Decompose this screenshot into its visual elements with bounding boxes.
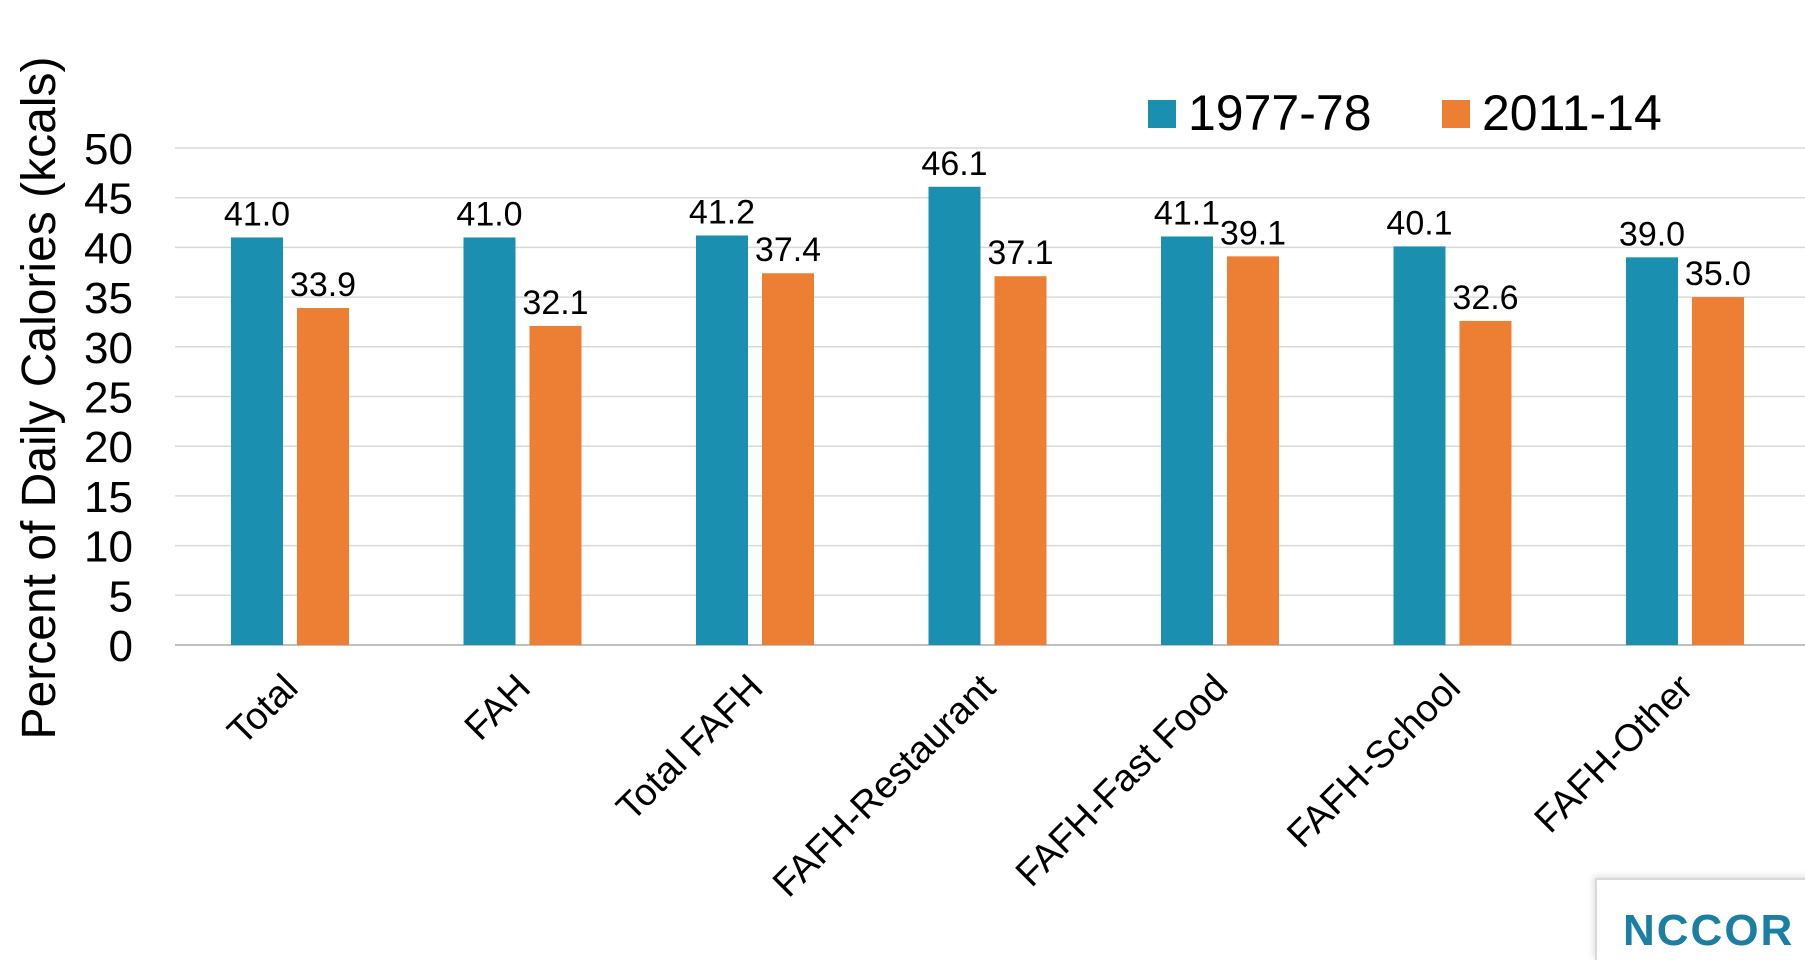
y-tick-label: 20 [84, 423, 133, 472]
data-label: 39.1 [1220, 214, 1286, 252]
bar-2011-14 [1227, 256, 1279, 645]
bar-chart: Percent of Daily Calories (kcals) 051015… [13, 57, 1805, 905]
gridlines [175, 147, 1805, 646]
data-label: 46.1 [921, 145, 987, 183]
y-tick-label: 40 [84, 224, 133, 273]
bar-1977-78 [1393, 246, 1446, 645]
y-tick-label: 45 [84, 175, 133, 224]
data-label: 32.1 [522, 284, 588, 322]
y-tick-label: 5 [109, 572, 133, 621]
legend-swatch [1148, 100, 1176, 128]
data-label: 35.0 [1685, 255, 1751, 293]
x-tick-label: Total FAFH [609, 667, 772, 830]
bar-2011-14 [529, 325, 582, 645]
x-tick-label: FAFH-School [1279, 667, 1468, 856]
bar-1977-78 [1626, 257, 1678, 645]
bar-1977-78 [231, 237, 283, 645]
y-tick-label: 10 [84, 523, 133, 572]
x-tick-label: FAH [457, 667, 539, 749]
logo-text: NCCOR [1623, 906, 1795, 955]
bar-1977-78 [463, 237, 516, 645]
legend-label: 2011-14 [1482, 85, 1662, 141]
data-label: 37.1 [987, 234, 1053, 272]
data-label: 41.2 [689, 193, 755, 231]
data-labels: 41.033.941.032.141.237.446.137.141.139.1… [224, 145, 1751, 322]
bar-1977-78 [928, 186, 981, 646]
bars [231, 186, 1744, 646]
data-label: 41.0 [224, 195, 290, 233]
y-tick-label: 0 [109, 622, 133, 671]
bar-2011-14 [1692, 297, 1744, 645]
y-tick-label: 50 [84, 125, 133, 174]
y-tick-label: 15 [84, 473, 133, 522]
bar-2011-14 [994, 276, 1047, 645]
y-tick-label: 30 [84, 324, 133, 373]
x-tick-label: FAFH-Restaurant [765, 666, 1004, 905]
bar-1977-78 [1161, 236, 1213, 645]
data-label: 41.0 [456, 195, 522, 233]
y-tick-label: 25 [84, 374, 133, 423]
data-label: 39.0 [1619, 215, 1685, 253]
bar-2011-14 [762, 273, 814, 645]
x-tick-label: FAFH-Other [1527, 666, 1702, 841]
y-tick-label: 35 [84, 274, 133, 323]
legend: 1977-78 2011-14 [1148, 85, 1662, 141]
data-label: 33.9 [290, 266, 356, 304]
data-label: 41.1 [1154, 194, 1220, 232]
data-label: 32.6 [1452, 279, 1518, 317]
bar-1977-78 [696, 235, 748, 646]
legend-swatch [1442, 100, 1470, 128]
x-tick-label: FAFH-Fast Food [1008, 667, 1236, 895]
x-tick-label: Total [220, 667, 306, 753]
nccor-logo: NCCOR [1595, 878, 1805, 960]
data-label: 37.4 [755, 231, 821, 269]
data-label: 40.1 [1386, 204, 1452, 242]
legend-label: 1977-78 [1188, 85, 1372, 141]
y-axis-label: Percent of Daily Calories (kcals) [13, 57, 66, 740]
bar-2011-14 [297, 308, 349, 645]
bar-2011-14 [1459, 320, 1512, 645]
